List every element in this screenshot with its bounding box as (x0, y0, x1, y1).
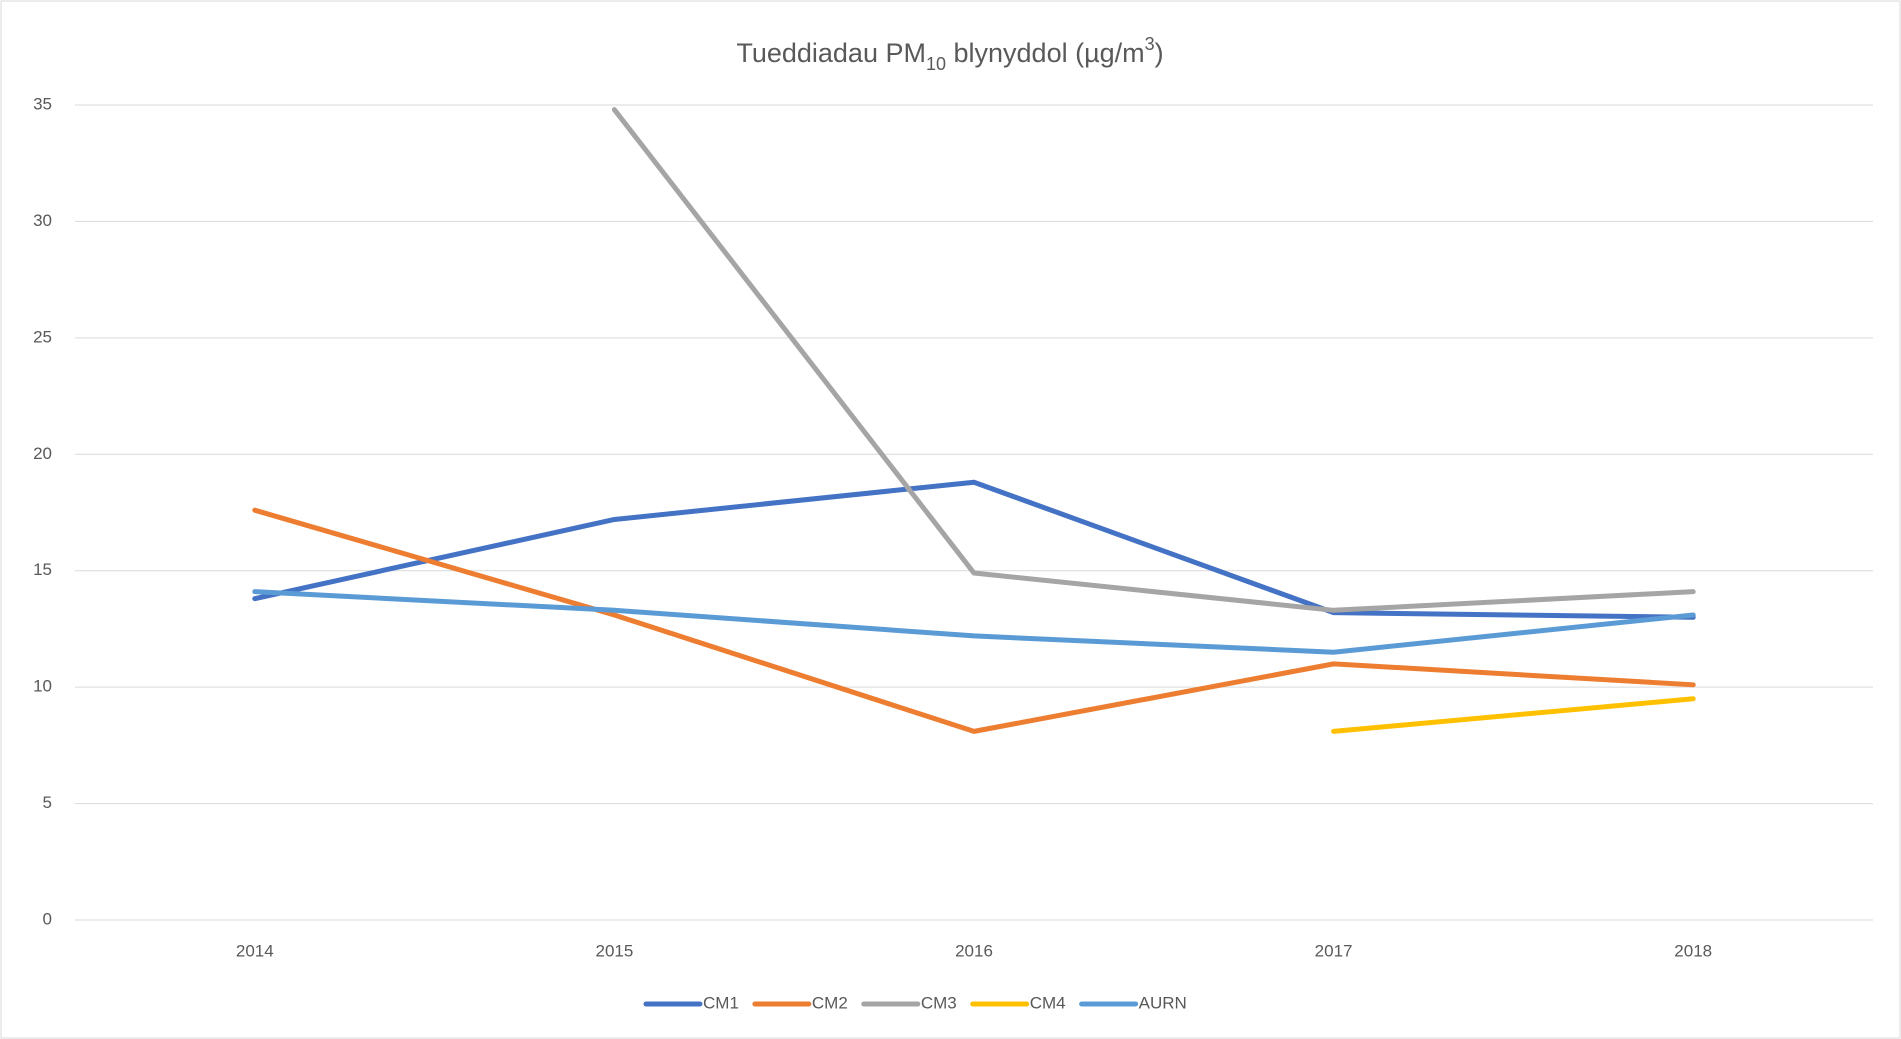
y-tick-label: 0 (43, 909, 52, 928)
line-series (252, 479, 1696, 620)
x-tick-label: 2018 (1674, 941, 1712, 960)
title-part: blynyddol (µg/m (946, 38, 1145, 68)
line-series (611, 107, 1696, 613)
legend-label: AURN (1139, 993, 1187, 1012)
x-tick-label: 2017 (1315, 941, 1353, 960)
x-tick-label: 2015 (595, 941, 633, 960)
legend-label: CM2 (812, 993, 848, 1012)
title-part: 10 (926, 54, 946, 74)
y-tick-label: 15 (33, 560, 52, 579)
y-tick-label: 10 (33, 677, 52, 696)
y-tick-label: 25 (33, 327, 52, 346)
title-part: ) (1155, 38, 1164, 68)
title-part: Tueddiadau PM (736, 38, 926, 68)
line-series (252, 507, 1696, 734)
y-tick-label: 35 (33, 94, 52, 113)
y-tick-label: 20 (33, 444, 52, 463)
title-part: 3 (1145, 34, 1155, 54)
y-tick-label: 5 (43, 793, 52, 812)
chart-title: Tueddiadau PM10 blynyddol (µg/m3) (736, 34, 1163, 74)
legend-label: CM1 (703, 993, 739, 1012)
line-series (252, 589, 1696, 655)
legend-label: CM4 (1030, 993, 1066, 1012)
legend-label: CM3 (921, 993, 957, 1012)
x-tick-label: 2016 (955, 941, 993, 960)
y-tick-label: 30 (33, 211, 52, 230)
line-series (1331, 696, 1696, 734)
x-tick-label: 2014 (236, 941, 274, 960)
